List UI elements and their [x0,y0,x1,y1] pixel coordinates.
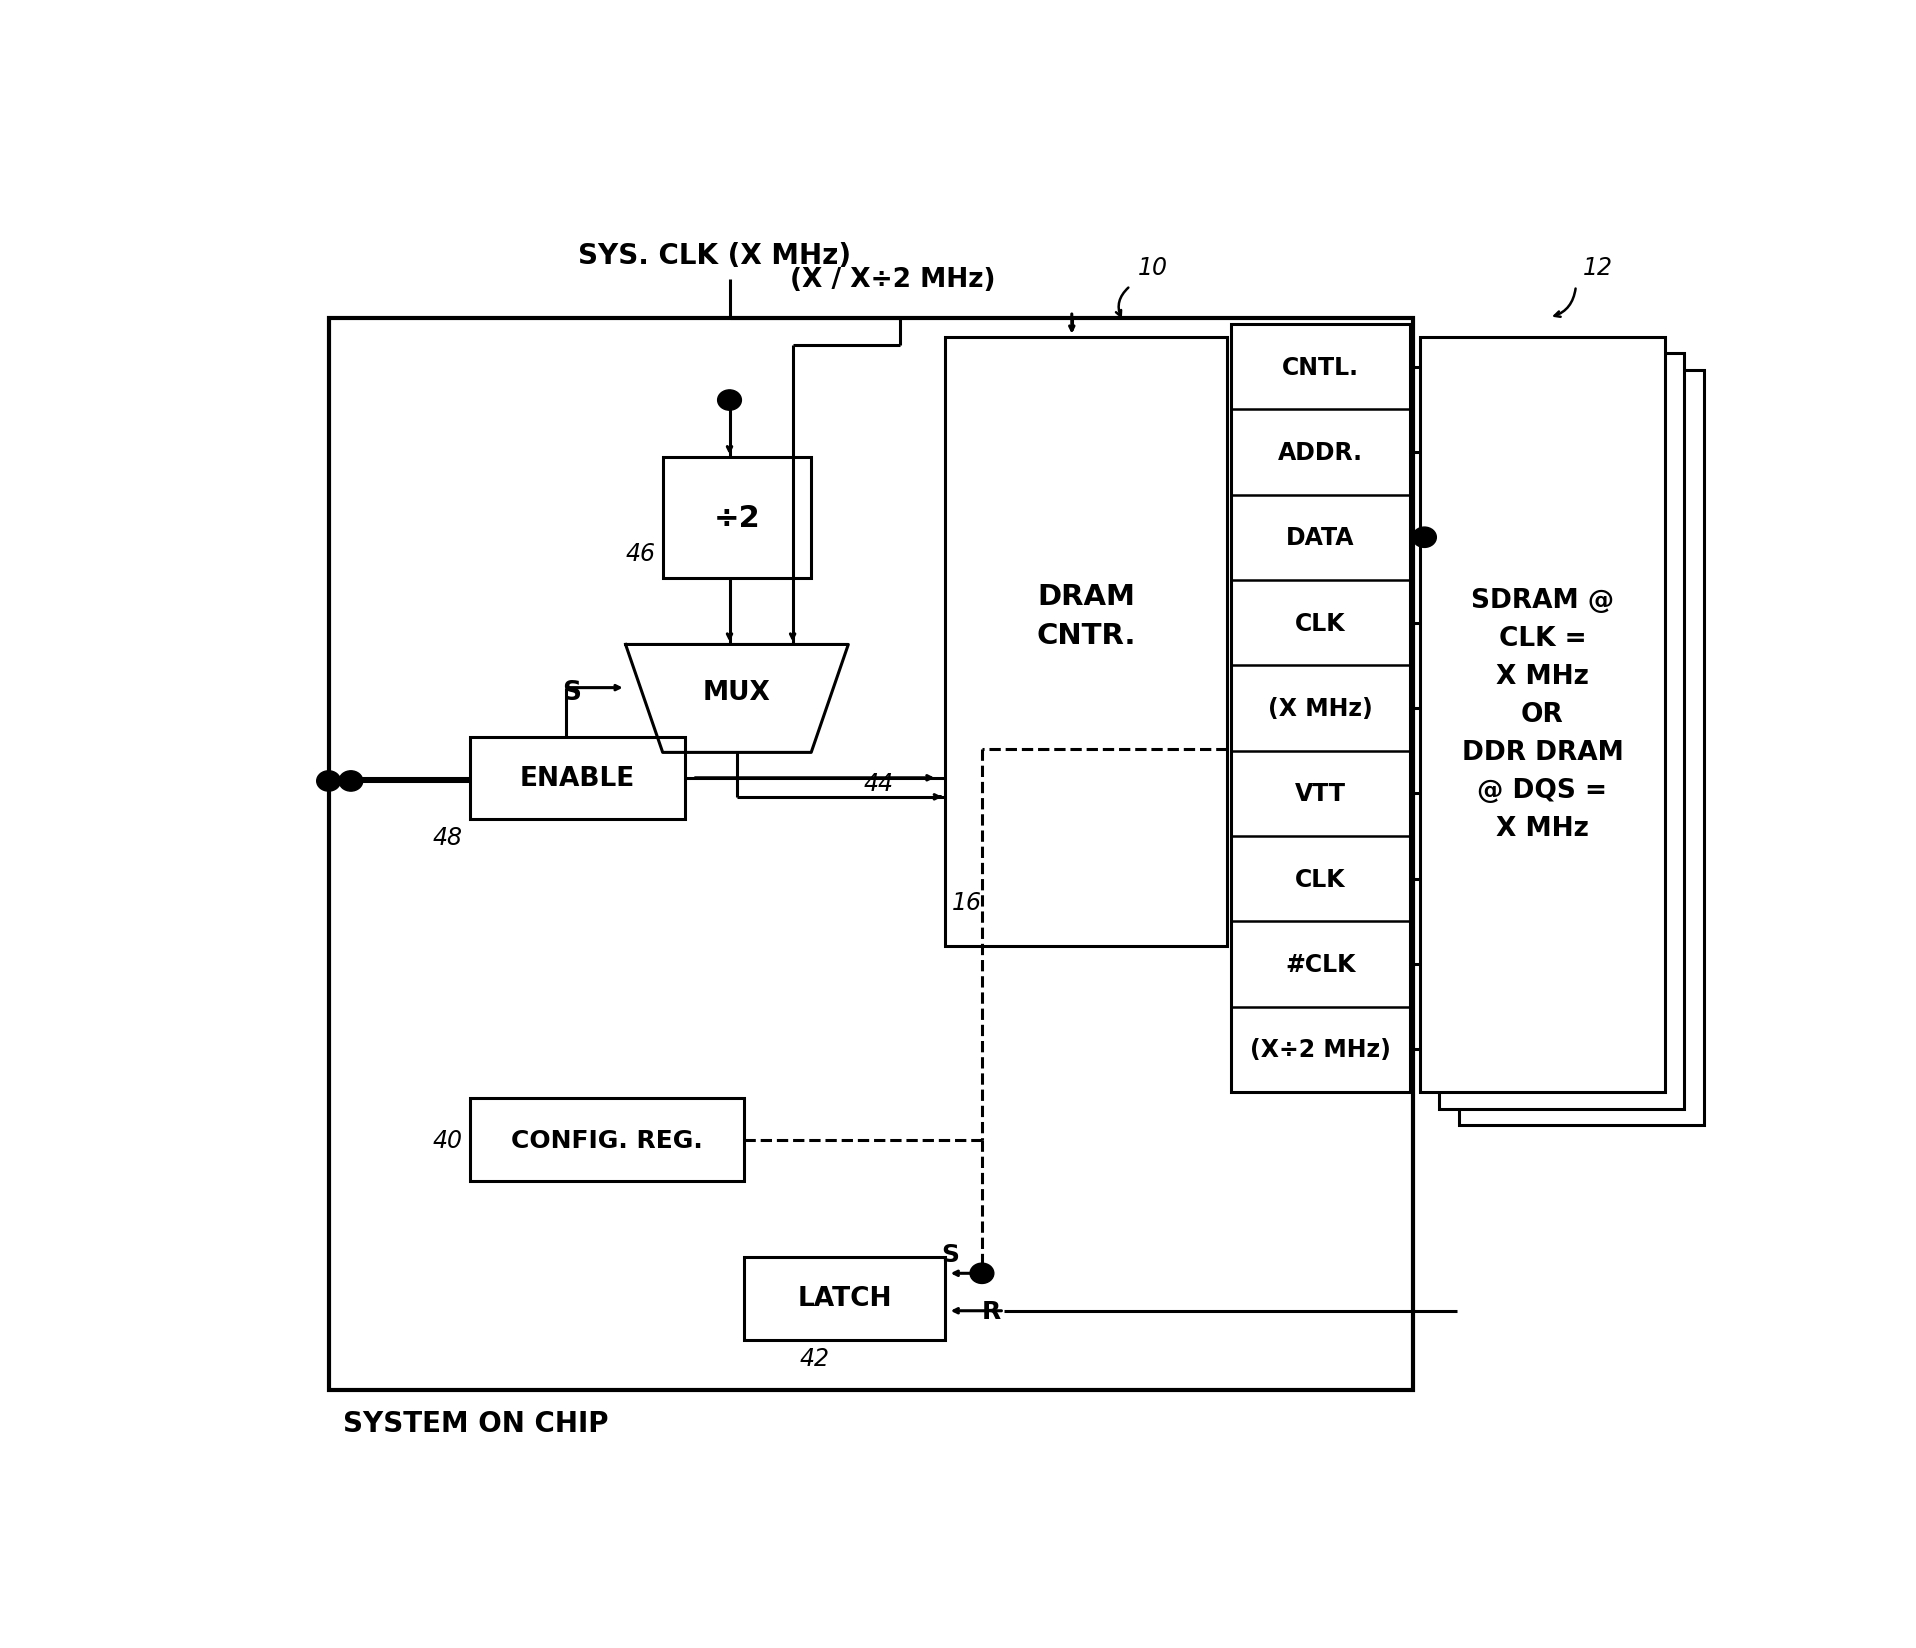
Text: 46: 46 [625,542,655,565]
Text: MUX: MUX [703,679,770,705]
Circle shape [316,771,341,791]
Text: LATCH: LATCH [797,1285,891,1312]
Text: S: S [561,679,581,705]
Circle shape [339,771,362,791]
Circle shape [1412,527,1437,549]
Bar [1420,338,1665,1093]
Text: CNTL.: CNTL. [1282,356,1358,379]
Text: 44: 44 [862,771,893,796]
Text: DRAM
CNTR.: DRAM CNTR. [1037,583,1136,649]
Bar [469,737,686,819]
Bar [945,338,1226,946]
Circle shape [969,1264,994,1284]
Bar [1439,354,1684,1109]
Text: 48: 48 [433,826,462,850]
Bar [469,1099,743,1182]
Text: 42: 42 [799,1346,830,1369]
Text: 12: 12 [1583,255,1613,280]
Text: (X / X÷2 MHz): (X / X÷2 MHz) [789,267,996,293]
Bar [743,1257,945,1340]
Text: (X÷2 MHz): (X÷2 MHz) [1249,1038,1391,1061]
Text: 10: 10 [1138,255,1169,280]
Text: SYSTEM ON CHIP: SYSTEM ON CHIP [343,1409,609,1437]
Text: #CLK: #CLK [1286,953,1357,976]
Bar [663,458,810,578]
Text: ÷2: ÷2 [713,504,761,532]
Text: CLK: CLK [1295,611,1345,634]
Text: (X MHz): (X MHz) [1268,697,1374,720]
Bar [1232,325,1410,1093]
Text: 16: 16 [952,890,983,915]
Text: CLK: CLK [1295,867,1345,892]
Circle shape [718,391,741,410]
Text: CONFIG. REG.: CONFIG. REG. [512,1127,703,1152]
Text: 40: 40 [433,1127,462,1152]
Text: SYS. CLK (X MHz): SYS. CLK (X MHz) [579,242,851,270]
Bar [330,318,1412,1391]
Text: VTT: VTT [1295,781,1347,806]
Text: S: S [941,1243,960,1266]
Text: R: R [981,1299,1002,1323]
Bar [1458,371,1703,1126]
Text: DATA: DATA [1286,526,1355,550]
Text: ENABLE: ENABLE [519,765,634,791]
Text: ADDR.: ADDR. [1278,440,1362,465]
Text: SDRAM @
CLK =
X MHz
OR
DDR DRAM
@ DQS =
X MHz: SDRAM @ CLK = X MHz OR DDR DRAM @ DQS = … [1462,588,1623,842]
Polygon shape [625,644,849,753]
